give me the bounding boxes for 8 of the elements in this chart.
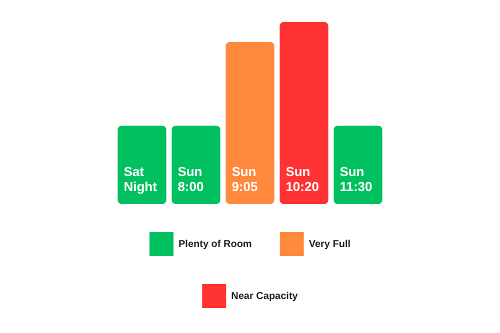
x-tick-label: Sun 10:20	[286, 164, 319, 194]
x-tick-label: Sat Night	[124, 164, 158, 194]
x-tick-label: Sun 11:30	[340, 164, 372, 194]
x-tick-label: Sun 9:05	[232, 164, 258, 194]
legend-label: Near Capacity	[231, 290, 298, 302]
legend-label: Plenty of Room	[178, 238, 252, 250]
legend-label: Very Full	[308, 238, 351, 250]
x-tick-label: Sun 8:00	[178, 164, 204, 194]
